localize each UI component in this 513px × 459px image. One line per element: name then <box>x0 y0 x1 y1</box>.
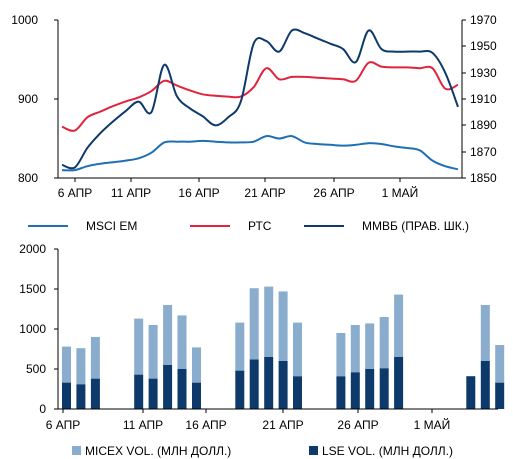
top-x-tick-label: 11 АПР <box>111 186 151 200</box>
bar-micex-vol <box>235 322 245 371</box>
bar-lse-vol <box>365 369 375 409</box>
bar-lse-vol <box>495 382 505 409</box>
top-chart: 800 900 1000 1850 1870 1890 1910 1930 19… <box>11 13 497 233</box>
bar-lse-vol <box>264 357 274 409</box>
top-right-tick-label: 1930 <box>470 66 497 80</box>
bar-micex-vol <box>278 291 288 361</box>
bar-lse-vol <box>480 361 490 409</box>
bottom-left-ticks: 0 500 1000 1500 2000 <box>19 242 58 416</box>
top-x-tick-label: 21 АПР <box>244 186 285 200</box>
bar-micex-vol <box>394 294 404 357</box>
bar-lse-vol <box>278 361 288 409</box>
bottom-x-tick-label: 6 АПР <box>46 418 81 432</box>
top-right-tick-label: 1890 <box>470 118 497 132</box>
legend-label-lse-vol: LSE VOL. (МЛН ДОЛЛ.) <box>322 444 453 458</box>
bottom-x-ticks: 6 АПР 11 АПР 16 АПР 21 АПР 26 АПР 1 МАЙ <box>46 409 451 432</box>
bottom-x-tick-label: 26 АПР <box>337 418 378 432</box>
bottom-x-tick-label: 21 АПР <box>262 418 303 432</box>
legend-label-micex-vol: MICEX VOL. (МЛН ДОЛЛ.) <box>85 444 231 458</box>
bottom-left-tick-label: 0 <box>39 402 46 416</box>
legend-swatch-micex-vol <box>72 446 81 455</box>
bar-micex-vol <box>148 325 158 379</box>
bottom-x-tick-label: 1 МАЙ <box>414 417 451 432</box>
top-right-tick-label: 1850 <box>470 171 497 185</box>
line-msci-em <box>61 135 459 172</box>
top-legend: MSCI EM РТС ММВБ (ПРАВ. ШК.) <box>28 219 469 233</box>
bar-micex-vol <box>336 333 346 377</box>
top-right-ticks: 1850 1870 1890 1910 1930 1950 1970 <box>462 13 497 185</box>
bar-micex-vol <box>134 318 144 375</box>
bar-micex-vol <box>163 305 173 365</box>
legend-label-msci-em: MSCI EM <box>86 219 137 233</box>
bar-lse-vol <box>249 359 259 409</box>
bar-micex-vol <box>192 347 201 383</box>
bar-micex-vol <box>365 323 375 369</box>
top-right-tick-label: 1910 <box>470 92 497 106</box>
bar-lse-vol <box>76 384 86 409</box>
top-left-tick-label: 1000 <box>11 13 38 27</box>
bar-micex-vol <box>90 337 100 379</box>
bar-micex-vol <box>293 322 302 377</box>
top-right-tick-label: 1970 <box>470 13 497 27</box>
bar-micex-vol <box>249 288 259 360</box>
top-x-tick-label: 26 АПР <box>313 186 354 200</box>
top-plot-frame <box>57 20 463 179</box>
bar-lse-vol <box>148 378 158 409</box>
top-left-tick-label: 900 <box>18 92 38 106</box>
top-right-tick-label: 1950 <box>470 39 497 53</box>
bottom-left-tick-label: 500 <box>26 362 46 376</box>
top-left-tick-label: 800 <box>18 171 38 185</box>
bar-micex-vol <box>177 315 187 369</box>
line-rts <box>61 61 459 132</box>
bar-lse-vol <box>192 382 201 409</box>
bar-micex-vol <box>350 325 360 373</box>
bar-lse-vol <box>394 357 404 409</box>
legend-label-rts: РТС <box>248 219 272 233</box>
bar-lse-vol <box>466 376 476 409</box>
bar-micex-vol <box>76 348 86 385</box>
bar-lse-vol <box>235 370 245 409</box>
legend-swatch-lse-vol <box>309 446 318 455</box>
bar-lse-vol <box>336 376 346 409</box>
top-x-tick-label: 1 МАЙ <box>382 185 419 200</box>
bar-lse-vol <box>62 382 71 409</box>
bar-lse-vol <box>177 369 187 409</box>
top-right-tick-label: 1870 <box>470 145 497 159</box>
bar-micex-vol <box>480 305 490 361</box>
bottom-left-tick-label: 2000 <box>19 242 46 256</box>
bar-micex-vol <box>264 286 274 357</box>
bottom-x-tick-label: 16 АПР <box>185 418 226 432</box>
line-micex-index <box>61 28 459 170</box>
bar-micex-vol <box>495 345 505 383</box>
top-x-tick-label: 16 АПР <box>178 186 219 200</box>
bar-lse-vol <box>379 368 389 409</box>
bar-micex-vol <box>62 346 71 383</box>
bar-lse-vol <box>90 378 100 409</box>
legend-label-micex: ММВБ (ПРАВ. ШК.) <box>362 219 469 233</box>
bottom-bars-group <box>62 286 505 409</box>
bottom-left-tick-label: 1500 <box>19 282 46 296</box>
bottom-legend: MICEX VOL. (МЛН ДОЛЛ.) LSE VOL. (МЛН ДОЛ… <box>72 444 453 458</box>
bar-lse-vol <box>163 365 173 409</box>
top-left-ticks: 800 900 1000 <box>11 13 58 185</box>
bottom-chart: 0 500 1000 1500 2000 6 АПР 11 АПР 16 АПР… <box>19 242 505 458</box>
top-series-group <box>61 28 459 172</box>
bar-lse-vol <box>350 372 360 409</box>
bar-micex-vol <box>379 317 389 369</box>
bottom-left-tick-label: 1000 <box>19 322 46 336</box>
top-x-tick-label: 6 АПР <box>58 186 93 200</box>
top-x-ticks: 6 АПР 11 АПР 16 АПР 21 АПР 26 АПР 1 МАЙ <box>58 178 419 200</box>
bottom-x-tick-label: 11 АПР <box>123 418 163 432</box>
bar-lse-vol <box>134 374 144 409</box>
bar-lse-vol <box>293 376 302 409</box>
